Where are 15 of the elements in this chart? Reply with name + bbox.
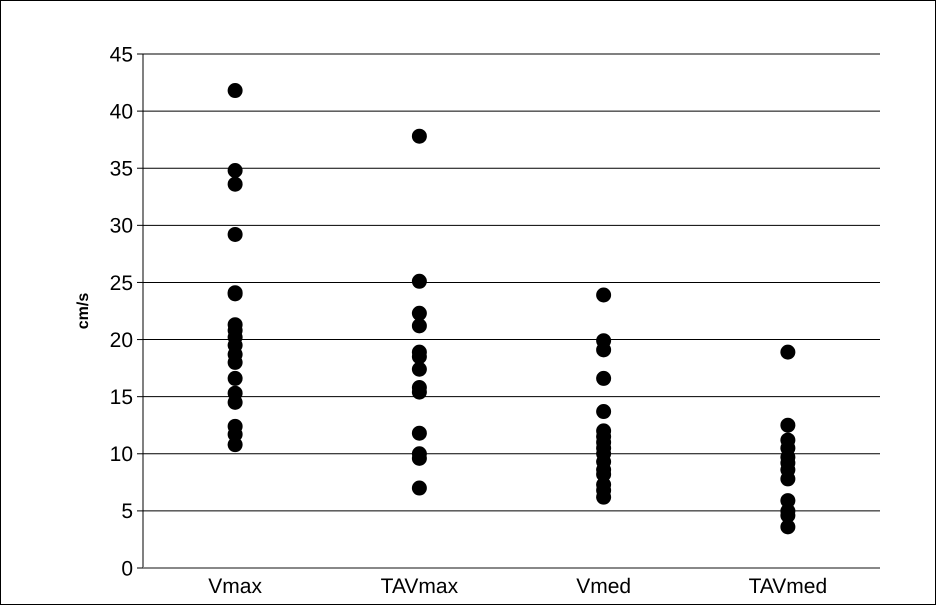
x-tick-label: Vmed [576, 574, 632, 598]
y-tick-label: 15 [110, 386, 133, 410]
y-tick-label: 20 [110, 328, 133, 352]
y-tick-label: 0 [121, 557, 133, 580]
y-tick-label: 35 [110, 158, 133, 181]
x-tick-label: Vmax [208, 574, 262, 598]
y-tick-label: 45 [110, 43, 133, 66]
y-tick-label: 10 [110, 443, 133, 466]
x-tick-label: TAVmax [380, 574, 459, 598]
y-tick-label: 40 [110, 100, 133, 124]
y-tick-label: 30 [110, 214, 133, 238]
y-tick-label: 5 [121, 500, 133, 524]
x-tick-label: TAVmed [748, 574, 828, 598]
y-tick-label: 25 [110, 272, 133, 295]
y-axis-title: cm/s [75, 292, 92, 330]
